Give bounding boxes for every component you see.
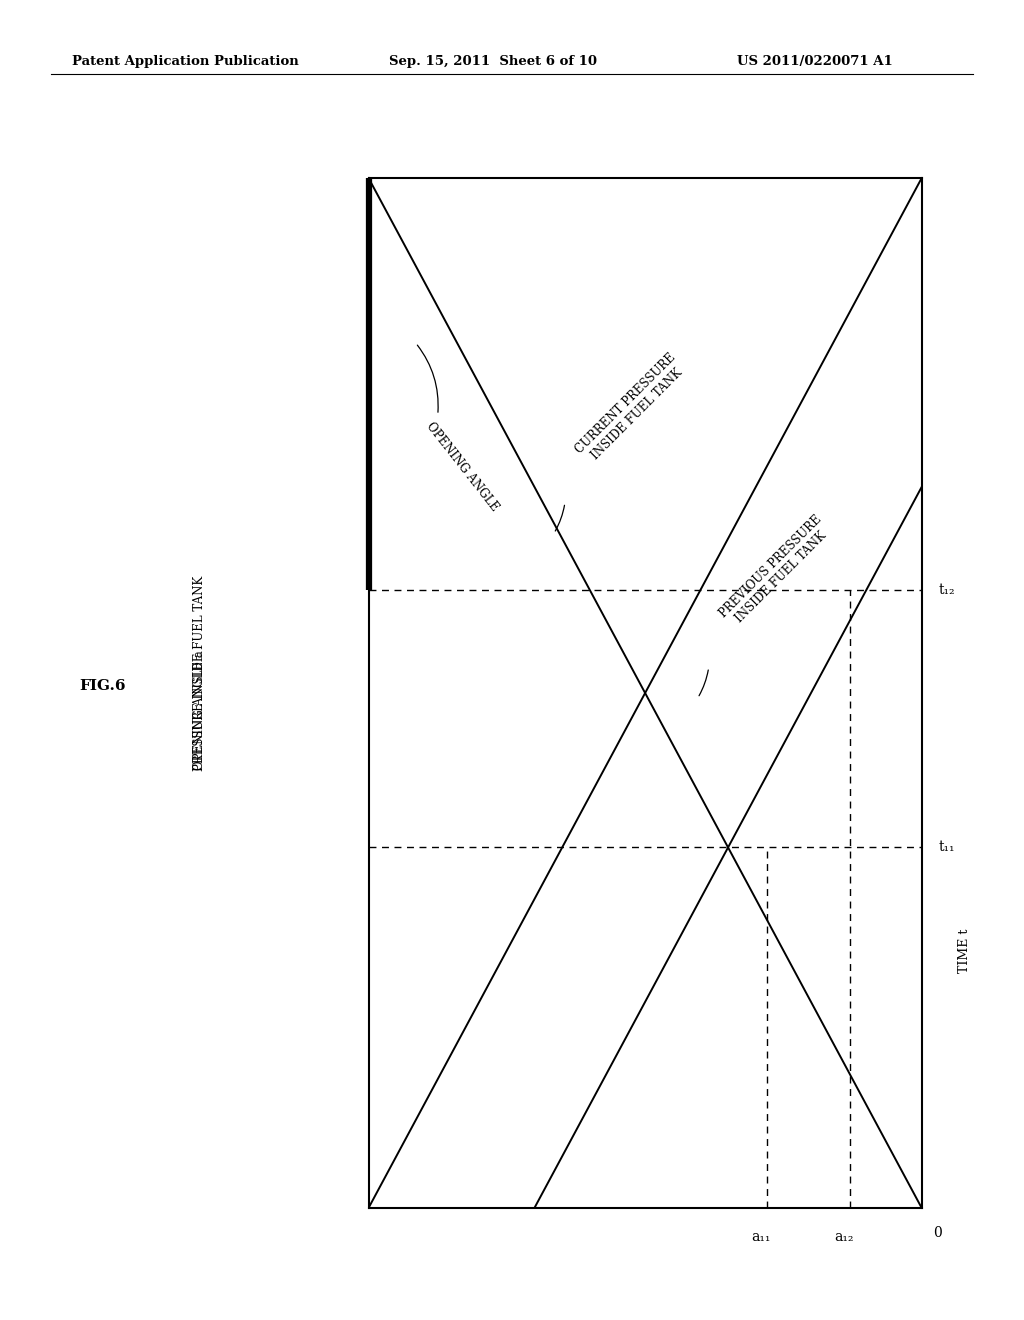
Text: PREVIOUS PRESSURE
INSIDE FUEL TANK: PREVIOUS PRESSURE INSIDE FUEL TANK: [717, 513, 835, 631]
Text: Sep. 15, 2011  Sheet 6 of 10: Sep. 15, 2011 Sheet 6 of 10: [389, 55, 597, 69]
Text: t₁₁: t₁₁: [938, 841, 954, 854]
Text: Patent Application Publication: Patent Application Publication: [72, 55, 298, 69]
Text: a₁₁: a₁₁: [752, 1230, 771, 1245]
Text: OPENING ANGLE: OPENING ANGLE: [424, 420, 502, 513]
Text: 0: 0: [933, 1226, 941, 1241]
Text: CURRENT PRESSURE
INSIDE FUEL TANK: CURRENT PRESSURE INSIDE FUEL TANK: [573, 351, 689, 466]
Text: PRESSURE INSIDE FUEL TANK: PRESSURE INSIDE FUEL TANK: [194, 576, 206, 771]
Text: a₁₂: a₁₂: [835, 1230, 854, 1245]
Text: TIME t: TIME t: [957, 928, 971, 973]
Text: t₁₂: t₁₂: [938, 583, 954, 597]
Text: OPENING ANGLE a: OPENING ANGLE a: [194, 651, 206, 770]
Text: US 2011/0220071 A1: US 2011/0220071 A1: [737, 55, 893, 69]
Text: FIG.6: FIG.6: [79, 680, 126, 693]
